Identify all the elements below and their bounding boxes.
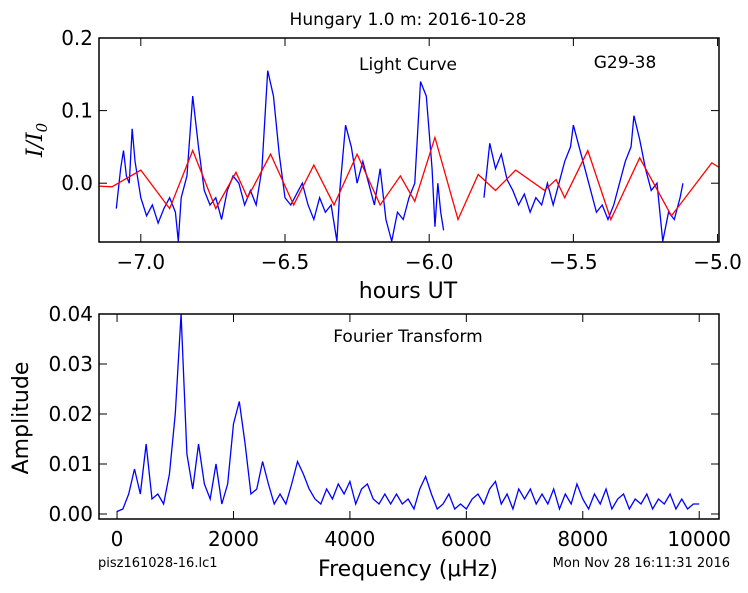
series-line bbox=[116, 314, 700, 513]
plot-frame bbox=[98, 37, 720, 243]
y-axis-label: I/I0 bbox=[23, 122, 51, 158]
footer-right: Mon Nov 28 16:11:31 2016 bbox=[553, 556, 730, 571]
y-tick-label: 0.0 bbox=[61, 171, 93, 195]
y-tick-label: 0.04 bbox=[48, 302, 93, 326]
series-line bbox=[99, 135, 719, 222]
y-tick-label: 0.00 bbox=[48, 502, 93, 526]
x-tick-label: −6.0 bbox=[405, 250, 454, 274]
x-tick-label: 4000 bbox=[324, 527, 375, 551]
series-line bbox=[115, 70, 684, 242]
y-axis-label-sub: 0 bbox=[33, 122, 51, 132]
x-tick-label: 8000 bbox=[557, 527, 608, 551]
annotation: Light Curve bbox=[359, 55, 457, 75]
plot-frame bbox=[98, 313, 720, 520]
annotation: G29-38 bbox=[594, 53, 657, 73]
figure-title: Hungary 1.0 m: 2016-10-28 bbox=[290, 10, 527, 30]
y-tick-label: 0.01 bbox=[48, 452, 93, 476]
y-tick-label: 0.03 bbox=[48, 352, 93, 376]
y-axis-label: Amplitude bbox=[9, 362, 34, 475]
annotation: Fourier Transform bbox=[333, 327, 482, 347]
x-tick-label: −6.5 bbox=[261, 250, 310, 274]
x-tick-label: 2000 bbox=[208, 527, 259, 551]
x-tick-label: 10000 bbox=[667, 527, 731, 551]
x-tick-label: −5.0 bbox=[693, 250, 742, 274]
y-axis-label-main: I/I bbox=[23, 131, 48, 158]
y-tick-label: 0.1 bbox=[61, 99, 93, 123]
x-tick-label: 6000 bbox=[441, 527, 492, 551]
x-tick-label: 0 bbox=[111, 527, 124, 551]
y-tick-label: 0.2 bbox=[61, 26, 93, 50]
y-tick-label: 0.02 bbox=[48, 402, 93, 426]
x-axis-label: Frequency (μHz) bbox=[318, 557, 498, 582]
footer-left: pisz161028-16.lc1 bbox=[98, 556, 217, 571]
x-tick-label: −7.0 bbox=[117, 250, 166, 274]
x-axis-label: hours UT bbox=[359, 279, 458, 304]
x-tick-label: −5.5 bbox=[549, 250, 598, 274]
